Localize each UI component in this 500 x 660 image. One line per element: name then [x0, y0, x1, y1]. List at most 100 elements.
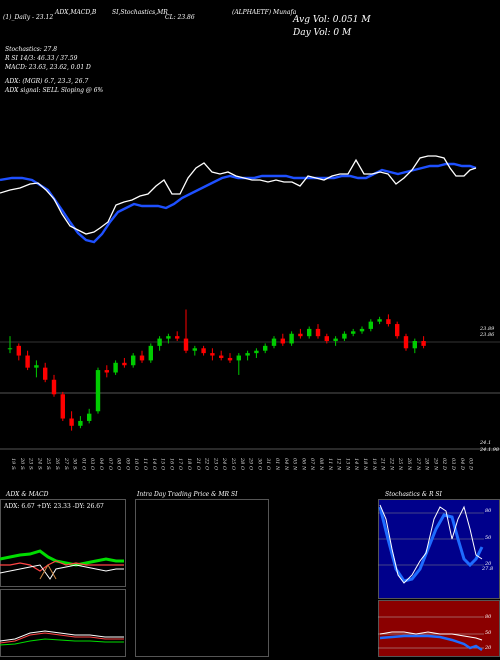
x-tick-label: 19 Nov	[371, 458, 377, 470]
x-tick-label: 09 Oct	[124, 458, 130, 470]
rsi-line	[379, 631, 483, 641]
candle-body	[351, 331, 356, 334]
candle-body	[43, 367, 48, 380]
x-tick-label: 18 Nov	[362, 458, 368, 470]
x-tick-label: 18 Oct	[186, 458, 192, 470]
x-tick-label: 21 Oct	[195, 457, 201, 470]
x-tick-label: 20 Sep	[19, 457, 25, 470]
rsi-tick-50: 50	[485, 630, 492, 636]
price-line	[0, 155, 477, 235]
macd-lines	[0, 630, 124, 646]
x-tick-label: 16 Oct	[168, 458, 174, 470]
candle-body	[104, 370, 109, 373]
candle-body	[236, 355, 241, 361]
x-tick-label: 23 Oct	[212, 457, 218, 470]
x-tick-label: 19 Sep	[10, 458, 16, 470]
candle-body	[377, 319, 382, 322]
candle-body	[131, 355, 136, 366]
adx-minus-line	[0, 560, 124, 572]
candle-body	[148, 345, 153, 361]
x-tick-label: 25 Nov	[397, 457, 403, 470]
candle-body	[122, 362, 127, 366]
x-tick-label: 11 Oct	[142, 458, 148, 470]
header-symbol: (1)_Daily - 23.12	[3, 14, 54, 21]
adx-signal: ADX signal: SELL Sloping @ 6%	[5, 87, 104, 94]
candle-body	[395, 324, 400, 337]
candle-body	[359, 328, 365, 332]
x-tick-label: 08 Nov	[318, 458, 324, 470]
x-tick-label: 26 Sep	[54, 457, 60, 470]
candle-body	[324, 336, 329, 342]
candle-body	[289, 333, 294, 344]
candle-body	[175, 336, 180, 339]
x-tick-label: 26 Nov	[406, 457, 412, 470]
rsi-stat: R SI 14/3: 46.33 / 37.59	[5, 55, 78, 62]
rsi-tick-20: 20	[485, 645, 492, 651]
macd-line	[0, 630, 124, 642]
candle-body	[219, 355, 224, 358]
x-tick-label: 05 Dec	[468, 458, 474, 470]
candle-body	[307, 328, 312, 337]
candle-body	[298, 333, 303, 337]
candle-body	[183, 338, 189, 351]
candle-body	[60, 394, 65, 419]
day-volume: Day Vol: 0 M	[293, 28, 352, 38]
header-close: CL: 23.86	[165, 14, 195, 21]
adx-values: ADX: 6.67 +DY: 23.33 -DY: 26.67	[4, 503, 104, 510]
x-tick-label: 06 Nov	[300, 458, 306, 470]
x-tick-label: 28 Oct	[239, 457, 245, 470]
x-tick-label: 11 Nov	[327, 458, 333, 470]
main-chart: 19 Sep 20 Sep 23 Sep 24 Sep 25 Sep 26 Sep 27 S…	[0, 155, 500, 470]
candle-body	[95, 370, 101, 412]
x-tick-label: 29 Oct	[248, 457, 254, 470]
candle-body	[333, 338, 338, 342]
x-tick-label: 10 Oct	[133, 458, 139, 470]
x-tick-label: 03 Dec	[450, 458, 456, 470]
x-tick-label: 25 Sep	[45, 457, 51, 470]
candle-body	[201, 348, 206, 354]
x-tick-label: 02 Dec	[441, 458, 447, 470]
candle-body	[34, 365, 39, 368]
intraday-panel-title: Intra Day Trading Price & MR SI	[137, 491, 238, 498]
macd-histogram-line	[0, 638, 124, 646]
x-tick-label: 01 Oct	[80, 458, 86, 470]
x-tick-label: 27 Sep	[63, 457, 69, 470]
stoch-d-line	[378, 506, 484, 583]
candle-body	[139, 355, 145, 361]
adx-stat: ADX: (MGR) 6.7, 23.3, 26.7	[5, 78, 89, 85]
x-tick-label: 24 Sep	[36, 457, 42, 470]
adx-main-line	[0, 564, 124, 580]
stoch-tick-50: 50	[485, 535, 492, 541]
x-tick-label: 27 Nov	[415, 457, 421, 470]
price-label-top2: 23.86	[480, 332, 495, 338]
stochastics-lines	[378, 504, 484, 584]
candle-body	[87, 413, 92, 421]
x-tick-label: 22 Nov	[388, 457, 394, 470]
candle-body	[113, 362, 118, 373]
x-tick-label: 31 Oct	[265, 458, 271, 470]
adx-plus-line	[0, 549, 124, 567]
header-indicators: ADX,MACD,B	[55, 9, 97, 16]
x-tick-label: 12 Nov	[336, 458, 342, 470]
x-tick-label: 03 Oct	[89, 458, 95, 470]
x-tick-label: 13 Nov	[344, 458, 350, 470]
candle-body	[386, 319, 391, 325]
x-tick-label: 07 Nov	[309, 458, 315, 470]
candle-body	[16, 345, 21, 356]
x-tick-label: 28 Nov	[424, 457, 430, 470]
candle-body	[280, 338, 285, 344]
x-tick-label: 01 Nov	[274, 458, 280, 470]
candle-body	[263, 345, 268, 351]
x-tick-label: 05 Nov	[292, 458, 298, 470]
macd-signal-line	[0, 632, 124, 644]
rsi-tick-80: 80	[485, 614, 492, 620]
rsi-lines	[378, 616, 484, 652]
x-tick-label: 04 Nov	[283, 458, 289, 470]
candle-body	[192, 348, 197, 351]
x-tick-label: 21 Nov	[380, 457, 386, 470]
candle-body	[315, 328, 321, 337]
adx-crossover	[39, 563, 57, 580]
candle-body	[25, 355, 30, 368]
candle-body	[245, 353, 250, 356]
